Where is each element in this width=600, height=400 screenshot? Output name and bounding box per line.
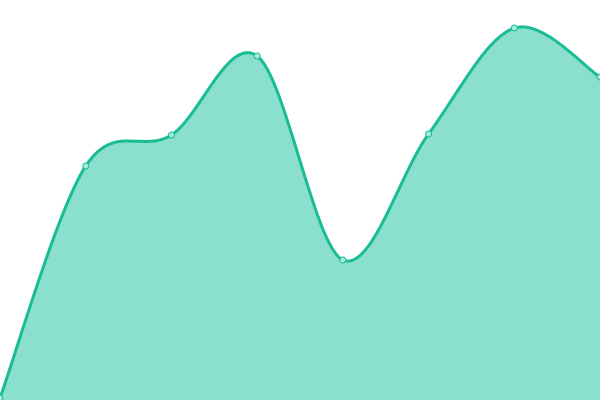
area-fill bbox=[0, 26, 600, 400]
data-markers bbox=[0, 24, 600, 400]
data-point-4 bbox=[339, 256, 347, 264]
data-point-3 bbox=[253, 52, 261, 60]
data-point-7 bbox=[596, 73, 600, 81]
data-point-2 bbox=[167, 131, 175, 139]
data-point-1 bbox=[82, 162, 90, 170]
data-point-0 bbox=[0, 394, 4, 400]
data-point-6 bbox=[510, 24, 518, 32]
data-point-5 bbox=[425, 130, 433, 138]
